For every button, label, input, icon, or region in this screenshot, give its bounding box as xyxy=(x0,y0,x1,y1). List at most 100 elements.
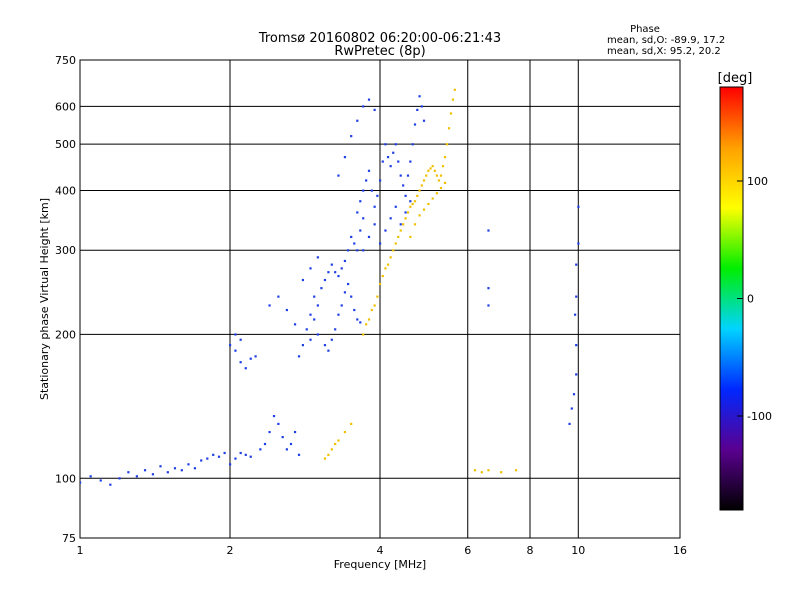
data-point xyxy=(447,127,451,130)
data-point xyxy=(309,267,312,270)
data-point xyxy=(259,448,262,451)
data-point xyxy=(239,338,242,341)
data-point xyxy=(350,235,353,239)
data-point xyxy=(441,165,445,168)
data-point xyxy=(330,338,333,341)
colorbar-tick-label: -100 xyxy=(747,410,772,423)
data-point xyxy=(404,217,407,220)
y-tick-label: 500 xyxy=(55,138,76,151)
data-point xyxy=(330,263,333,266)
x-tick-label: 16 xyxy=(673,544,687,557)
data-point xyxy=(143,469,147,472)
data-point xyxy=(297,355,301,358)
colorbar-tick-label: 100 xyxy=(747,175,768,188)
phase-box-x-stats: mean, sd,X: 95.2, 20.2 xyxy=(607,46,721,57)
data-point xyxy=(285,308,288,312)
data-point xyxy=(575,373,578,376)
y-tick-label: 100 xyxy=(55,472,76,485)
data-point xyxy=(263,442,267,446)
data-point xyxy=(340,267,343,270)
data-point xyxy=(362,217,365,220)
data-point xyxy=(353,308,356,312)
data-point xyxy=(384,143,387,146)
data-point xyxy=(249,455,252,458)
data-point xyxy=(443,156,447,159)
x-tick-label: 4 xyxy=(377,544,384,557)
data-point xyxy=(411,202,414,206)
data-point xyxy=(346,249,350,252)
x-tick-label: 8 xyxy=(527,544,534,557)
data-point xyxy=(437,179,441,182)
colorbar-tick-labels: 100 0 -100 xyxy=(737,175,772,423)
data-point xyxy=(386,263,390,266)
data-point xyxy=(392,151,395,154)
data-point xyxy=(334,271,337,274)
data-point xyxy=(427,202,430,206)
data-point xyxy=(99,479,102,482)
data-point xyxy=(384,229,387,232)
data-point xyxy=(180,469,183,472)
data-point xyxy=(427,169,430,172)
data-point xyxy=(350,295,353,298)
data-point xyxy=(244,367,247,370)
data-point xyxy=(422,208,426,211)
data-point xyxy=(268,430,271,434)
grid-lines xyxy=(79,59,681,539)
x-tick-label: 6 xyxy=(464,544,471,557)
data-point xyxy=(118,477,121,480)
data-point xyxy=(334,328,337,331)
data-point xyxy=(362,249,365,252)
data-point xyxy=(422,119,426,122)
data-point xyxy=(249,357,252,360)
data-point xyxy=(337,313,340,316)
data-point xyxy=(439,174,443,177)
data-point xyxy=(379,242,382,245)
data-point xyxy=(217,455,221,458)
data-point xyxy=(293,323,297,326)
data-point xyxy=(239,451,242,455)
data-point xyxy=(234,457,237,460)
data-point xyxy=(323,457,327,460)
y-tick-label: 600 xyxy=(55,100,76,113)
data-point xyxy=(356,211,359,214)
data-point xyxy=(234,349,237,352)
data-point xyxy=(397,160,400,163)
data-point xyxy=(327,349,330,352)
data-point xyxy=(568,422,571,426)
data-point xyxy=(413,223,417,226)
data-point xyxy=(359,321,362,324)
data-point xyxy=(350,135,353,138)
data-point xyxy=(356,318,359,321)
data-point xyxy=(425,174,428,177)
data-point xyxy=(420,105,423,108)
data-point xyxy=(431,197,434,200)
data-point xyxy=(277,422,280,426)
x-tick-labels: 1 2 4 6 8 10 16 xyxy=(77,544,688,557)
data-point xyxy=(309,338,312,341)
data-point xyxy=(193,467,197,470)
data-point xyxy=(229,463,232,466)
data-point xyxy=(151,473,155,476)
data-point xyxy=(365,323,368,326)
data-point xyxy=(399,229,402,232)
data-point xyxy=(577,242,580,245)
y-axis-label: Stationary phase Virtual Height [km] xyxy=(38,198,51,400)
data-point xyxy=(309,313,312,316)
data-point xyxy=(575,263,578,266)
data-point xyxy=(381,274,384,278)
data-point xyxy=(420,184,423,187)
data-point xyxy=(577,205,580,208)
data-point xyxy=(316,256,319,259)
data-point xyxy=(409,235,412,239)
data-point xyxy=(367,235,371,239)
data-point xyxy=(487,229,490,232)
data-point xyxy=(305,328,308,331)
data-point xyxy=(370,308,373,312)
data-point xyxy=(323,344,327,347)
data-point xyxy=(289,442,293,446)
x-tick-label: 10 xyxy=(571,544,585,557)
data-point xyxy=(244,453,247,456)
data-point xyxy=(575,295,578,298)
data-point xyxy=(373,108,376,112)
